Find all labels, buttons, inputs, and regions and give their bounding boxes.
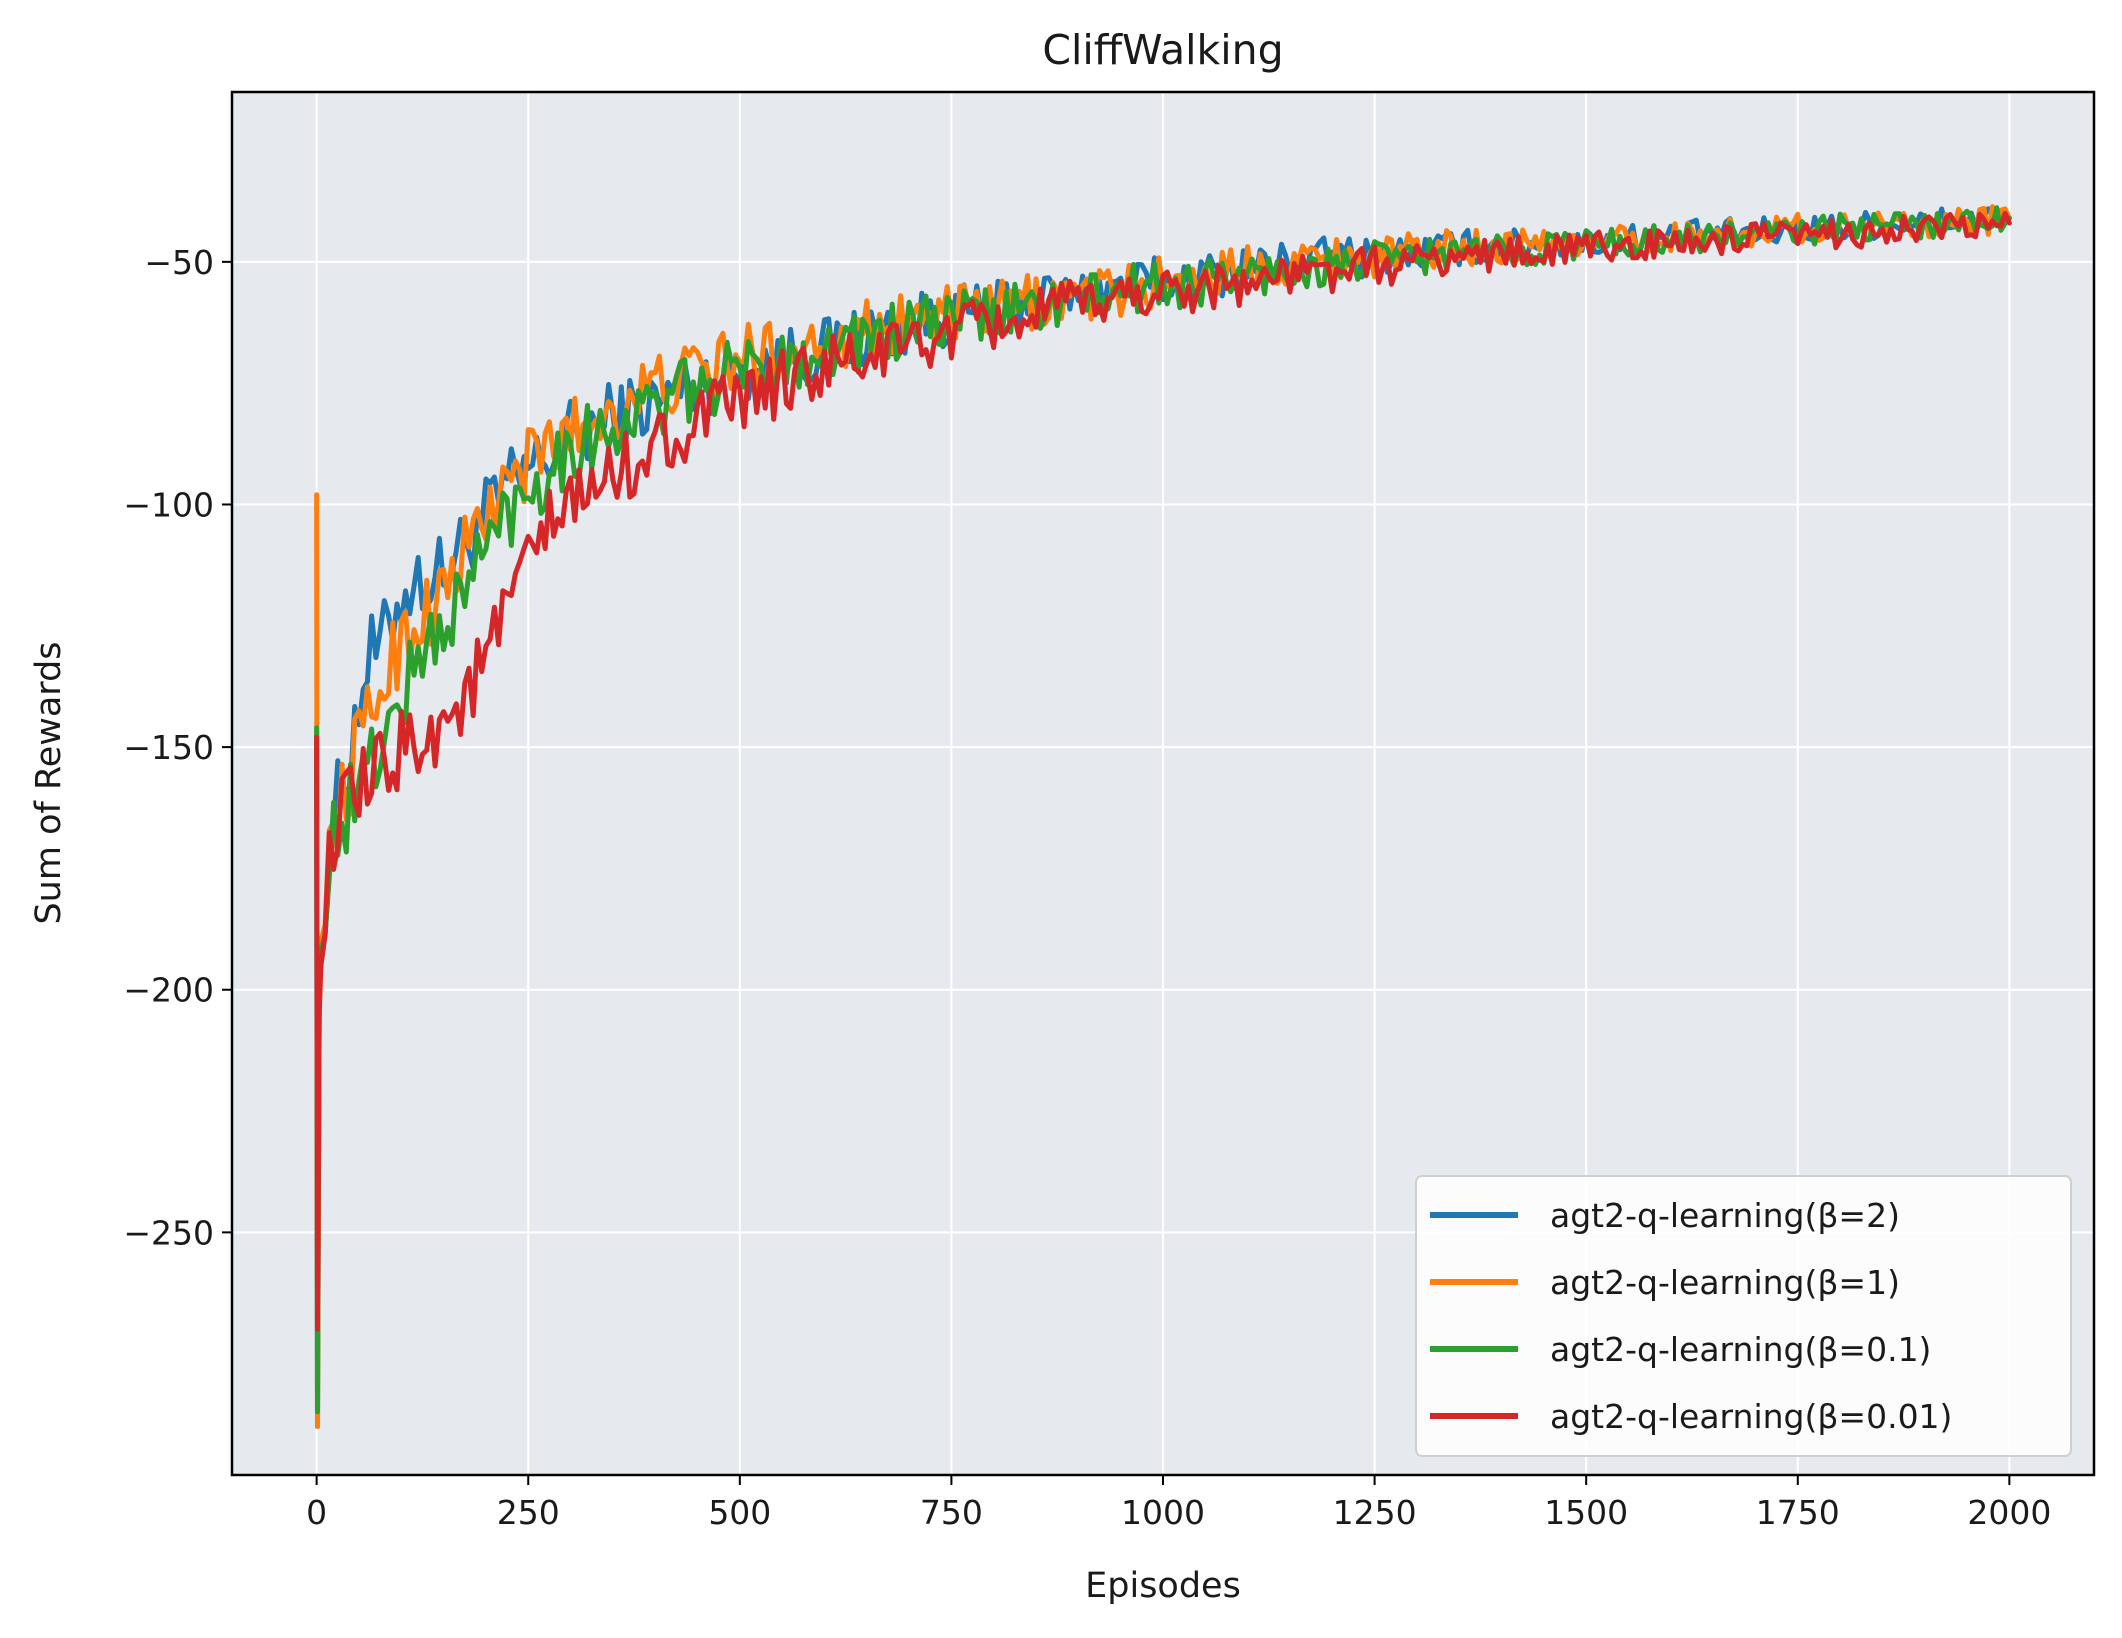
x-axis: 0 250 500 750 1000 1250 1500 1750 2000	[306, 1475, 2051, 1532]
x-tick-label: 0	[306, 1493, 327, 1532]
legend-entries: agt2-q-learning(β=2) agt2-q-learning(β=1)…	[1430, 1196, 1952, 1436]
x-axis-label: Episodes	[1085, 1566, 1241, 1606]
legend-label-0: agt2-q-learning(β=2)	[1550, 1196, 1900, 1235]
y-axis: −250 −200 −150 −100 −50	[123, 243, 232, 1252]
x-tick-label: 250	[497, 1493, 560, 1532]
legend-label-2: agt2-q-learning(β=0.1)	[1550, 1330, 1931, 1369]
legend: agt2-q-learning(β=2) agt2-q-learning(β=1)…	[1415, 1175, 2072, 1457]
x-tick-label: 2000	[1967, 1493, 2051, 1532]
x-tick-label: 500	[708, 1493, 771, 1532]
legend-box	[1415, 1175, 2072, 1457]
chart-title: CliffWalking	[1042, 26, 1283, 74]
x-tick-label: 750	[920, 1493, 983, 1532]
x-tick-label: 1500	[1544, 1493, 1628, 1532]
x-tick-label: 1250	[1333, 1493, 1417, 1532]
y-tick-label: −150	[123, 728, 214, 767]
y-tick-label: −50	[144, 243, 214, 282]
legend-label-1: agt2-q-learning(β=1)	[1550, 1263, 1900, 1302]
y-tick-label: −250	[123, 1213, 214, 1252]
legend-label-3: agt2-q-learning(β=0.01)	[1550, 1397, 1952, 1436]
y-tick-label: −200	[123, 971, 214, 1010]
x-tick-label: 1000	[1121, 1493, 1205, 1532]
series-lines	[314, 204, 2012, 1429]
x-tick-label: 1750	[1756, 1493, 1840, 1532]
y-tick-label: −100	[123, 485, 214, 524]
series-line-3	[314, 210, 2012, 1332]
y-axis-label: Sum of Rewards	[29, 641, 69, 924]
